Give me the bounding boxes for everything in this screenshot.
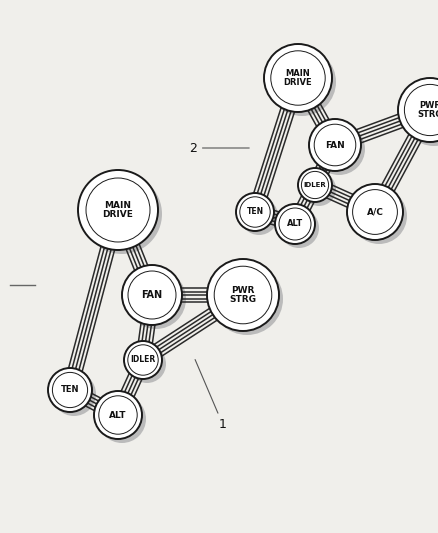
Circle shape bbox=[298, 168, 332, 202]
Circle shape bbox=[240, 197, 278, 235]
Circle shape bbox=[128, 345, 158, 375]
Circle shape bbox=[86, 178, 150, 242]
Circle shape bbox=[347, 184, 403, 240]
Circle shape bbox=[314, 124, 356, 166]
Circle shape bbox=[302, 172, 336, 206]
Circle shape bbox=[99, 396, 137, 434]
Circle shape bbox=[52, 372, 96, 416]
Circle shape bbox=[211, 263, 283, 335]
Circle shape bbox=[53, 373, 88, 408]
Circle shape bbox=[313, 123, 365, 175]
Circle shape bbox=[279, 208, 311, 240]
Circle shape bbox=[128, 271, 176, 319]
Text: MAIN
DRIVE: MAIN DRIVE bbox=[284, 69, 312, 87]
Text: FAN: FAN bbox=[141, 290, 162, 300]
Circle shape bbox=[82, 174, 162, 254]
Text: A/C: A/C bbox=[367, 207, 383, 216]
Circle shape bbox=[351, 188, 407, 244]
Circle shape bbox=[279, 208, 319, 248]
Circle shape bbox=[404, 84, 438, 135]
Circle shape bbox=[275, 204, 315, 244]
Circle shape bbox=[271, 51, 325, 105]
Circle shape bbox=[268, 48, 336, 116]
Text: 2: 2 bbox=[189, 141, 249, 155]
Circle shape bbox=[94, 391, 142, 439]
Text: MAIN
DRIVE: MAIN DRIVE bbox=[102, 200, 134, 220]
Circle shape bbox=[236, 193, 274, 231]
Circle shape bbox=[124, 341, 162, 379]
Text: FAN: FAN bbox=[325, 141, 345, 149]
Circle shape bbox=[402, 82, 438, 146]
Circle shape bbox=[78, 170, 158, 250]
Text: ALT: ALT bbox=[109, 410, 127, 419]
Text: ALT: ALT bbox=[287, 220, 303, 229]
Circle shape bbox=[214, 266, 272, 324]
Circle shape bbox=[240, 197, 270, 227]
Circle shape bbox=[398, 78, 438, 142]
Circle shape bbox=[122, 265, 182, 325]
Circle shape bbox=[48, 368, 92, 412]
Text: PWR
STRG: PWR STRG bbox=[417, 101, 438, 119]
Text: IDLER: IDLER bbox=[304, 182, 326, 188]
Circle shape bbox=[353, 190, 397, 235]
Text: 1: 1 bbox=[195, 360, 227, 432]
Text: TEN: TEN bbox=[247, 207, 264, 216]
Circle shape bbox=[126, 269, 186, 329]
Circle shape bbox=[264, 44, 332, 112]
Circle shape bbox=[207, 259, 279, 331]
Circle shape bbox=[309, 119, 361, 171]
Circle shape bbox=[301, 172, 328, 199]
Text: IDLER: IDLER bbox=[131, 356, 155, 365]
Circle shape bbox=[128, 345, 166, 383]
Text: TEN: TEN bbox=[61, 385, 79, 394]
Circle shape bbox=[98, 395, 146, 443]
Text: PWR
STRG: PWR STRG bbox=[230, 286, 257, 304]
